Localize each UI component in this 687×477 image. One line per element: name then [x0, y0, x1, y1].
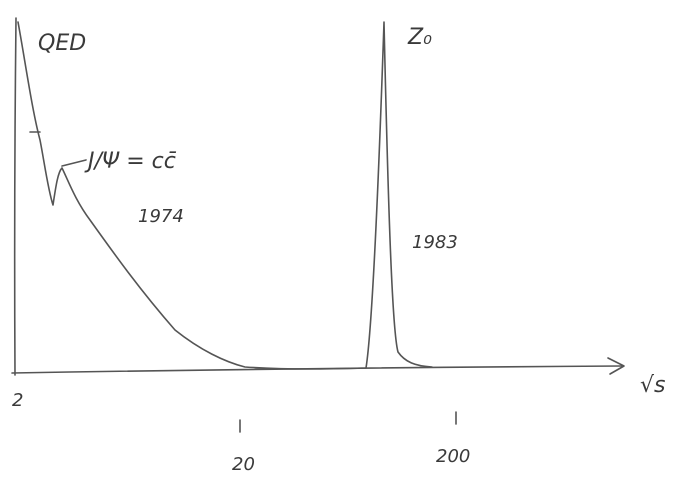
- y-axis: [15, 18, 16, 375]
- x-tick-label: 20: [232, 454, 255, 475]
- x-axis-label: √s: [640, 373, 665, 398]
- cross-section-curve: [18, 22, 432, 369]
- x-tick-label: 200: [436, 446, 470, 467]
- qed-label: QED: [38, 31, 86, 56]
- jpsi-pointer: [62, 160, 86, 166]
- jpsi-year: 1974: [138, 206, 184, 227]
- z0-year: 1983: [412, 232, 458, 253]
- z0-label: Z₀: [407, 25, 432, 50]
- x-tick-label: 2: [12, 390, 23, 411]
- jpsi-label: J/Ψ = cc̄: [84, 149, 176, 174]
- sketch: QED J/Ψ = cc̄ 1974 Z₀ 1983 2 20 200 √s: [0, 0, 687, 477]
- page: {"curve_labels": {"qed": "QED", "jpsi": …: [0, 0, 687, 477]
